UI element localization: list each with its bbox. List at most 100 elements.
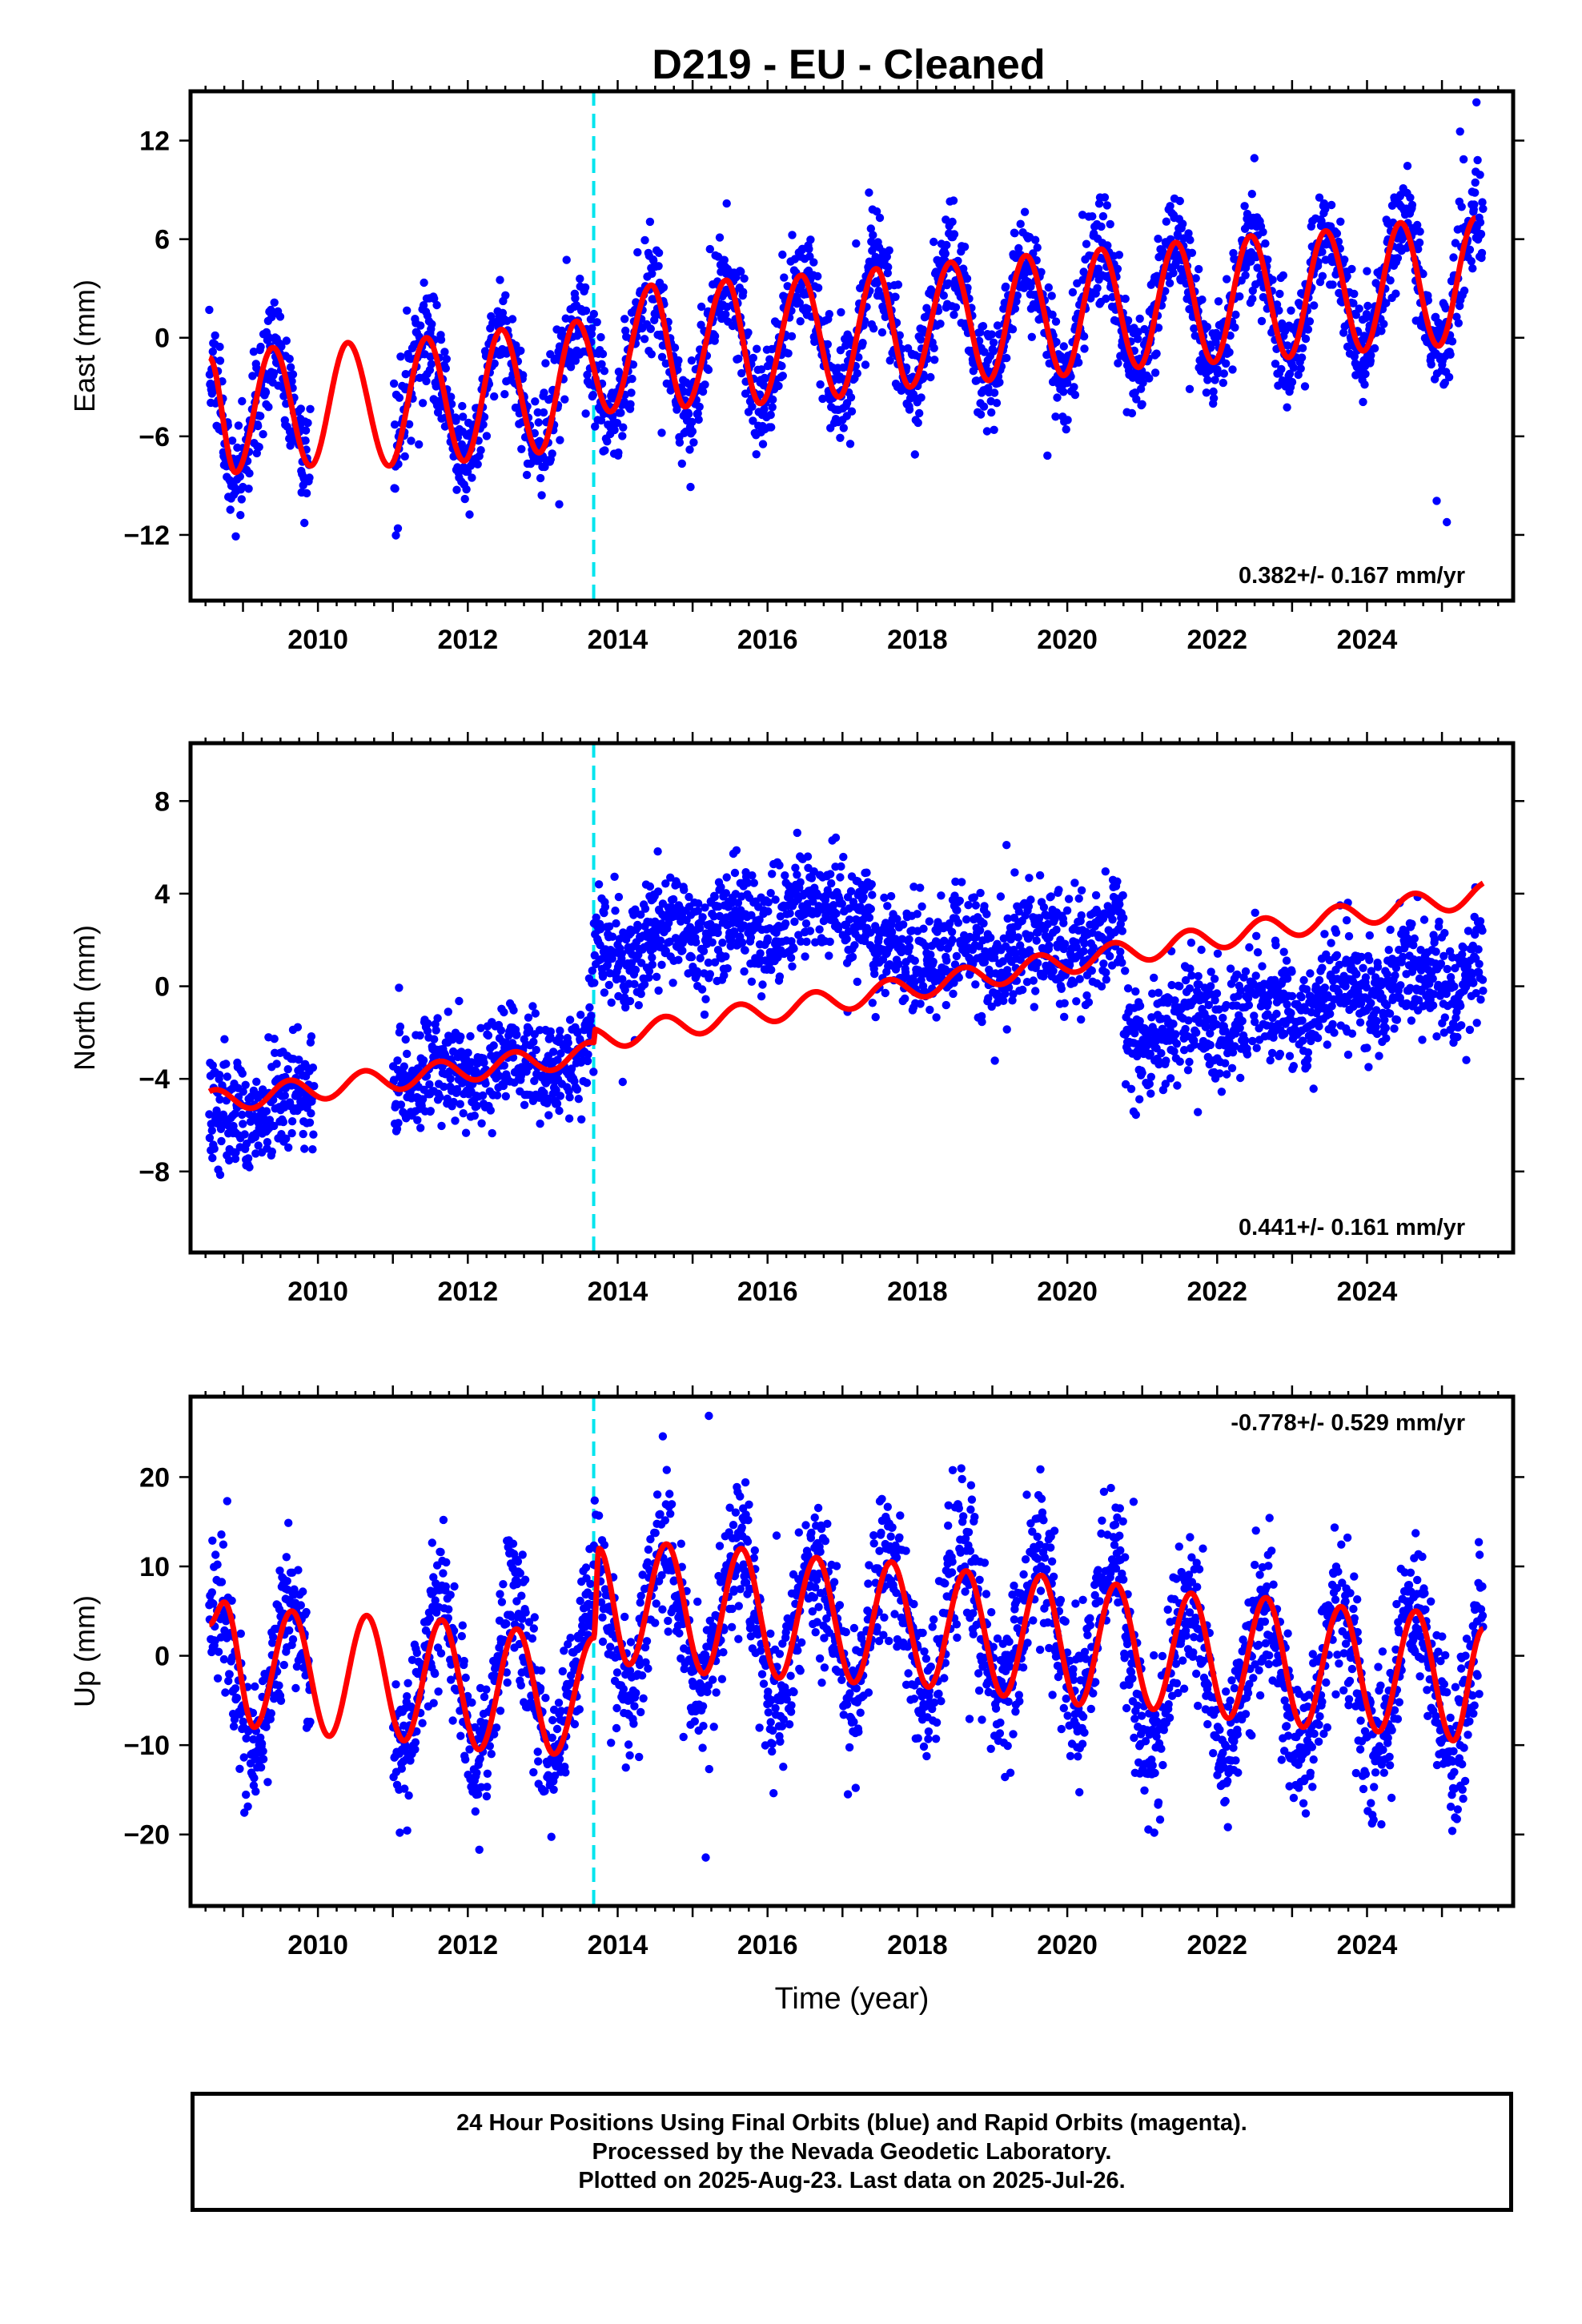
north-data-point bbox=[1102, 968, 1110, 977]
east-data-point bbox=[895, 331, 905, 340]
east-data-point bbox=[1169, 268, 1178, 278]
east-data-point bbox=[1440, 378, 1450, 388]
east-data-point bbox=[1114, 251, 1124, 259]
east-data-point bbox=[1247, 190, 1257, 199]
east-data-point bbox=[732, 273, 741, 282]
east-data-point bbox=[1261, 239, 1270, 248]
north-data-point bbox=[687, 953, 697, 962]
east-data-point bbox=[1209, 394, 1219, 403]
north-data-point bbox=[279, 1117, 288, 1127]
east-data-point bbox=[420, 278, 428, 287]
east-data-point bbox=[853, 369, 862, 378]
east-data-point bbox=[1427, 360, 1435, 369]
east-data-point bbox=[533, 408, 542, 417]
east-data-point bbox=[391, 485, 400, 493]
east-y-tick-label: 12 bbox=[139, 127, 170, 157]
north-data-point bbox=[1010, 868, 1019, 877]
east-data-point bbox=[758, 440, 768, 448]
east-data-point bbox=[1327, 200, 1336, 210]
east-data-point bbox=[480, 412, 489, 421]
north-data-point bbox=[842, 935, 851, 943]
east-data-point bbox=[1225, 348, 1234, 357]
north-data-point bbox=[916, 883, 925, 892]
east-data-point bbox=[905, 405, 914, 414]
east-data-point bbox=[1214, 297, 1223, 306]
east-data-point bbox=[939, 291, 949, 300]
east-data-point bbox=[1037, 267, 1046, 276]
north-data-point bbox=[251, 1149, 260, 1158]
east-data-point bbox=[1310, 301, 1319, 310]
east-data-point bbox=[1145, 374, 1154, 383]
north-data-point bbox=[1186, 939, 1196, 947]
north-data-point bbox=[925, 917, 934, 926]
north-data-point bbox=[553, 1055, 562, 1064]
north-data-point bbox=[887, 927, 897, 937]
north-data-point bbox=[680, 886, 689, 895]
east-data-point bbox=[858, 339, 867, 348]
east-data-point bbox=[777, 361, 786, 371]
east-data-point bbox=[1235, 292, 1244, 301]
north-data-point bbox=[1184, 1016, 1193, 1025]
north-data-point bbox=[532, 1045, 540, 1055]
east-data-point bbox=[1472, 98, 1481, 107]
east-data-point bbox=[1068, 287, 1078, 297]
north-data-point bbox=[905, 943, 914, 951]
north-data-point bbox=[827, 879, 836, 888]
north-data-point bbox=[755, 915, 764, 924]
north-data-point bbox=[871, 1012, 880, 1022]
north-data-point bbox=[1025, 874, 1034, 883]
north-data-point bbox=[424, 1019, 432, 1028]
north-data-point bbox=[1172, 1039, 1182, 1048]
north-data-point bbox=[217, 1136, 226, 1146]
north-plot-area bbox=[205, 743, 1488, 1252]
east-data-point bbox=[1263, 255, 1272, 264]
east-data-point bbox=[628, 360, 638, 369]
east-data-point bbox=[654, 248, 664, 257]
north-data-point bbox=[449, 1097, 458, 1107]
east-data-point bbox=[884, 263, 893, 271]
north-data-point bbox=[1116, 947, 1125, 956]
east-data-point bbox=[749, 353, 757, 363]
east-data-point bbox=[1471, 188, 1480, 197]
north-data-point bbox=[634, 1001, 643, 1010]
east-data-point bbox=[566, 363, 576, 372]
north-data-point bbox=[953, 906, 962, 915]
east-data-point bbox=[303, 418, 312, 428]
east-data-point bbox=[1377, 327, 1386, 336]
east-data-point bbox=[1010, 229, 1019, 238]
east-data-point bbox=[893, 280, 903, 289]
east-data-point bbox=[1277, 364, 1286, 374]
east-data-point bbox=[1223, 275, 1231, 283]
north-data-point bbox=[270, 1035, 279, 1043]
north-data-point bbox=[678, 946, 687, 955]
north-data-point bbox=[713, 928, 722, 938]
north-data-point bbox=[565, 1093, 574, 1102]
east-data-point bbox=[852, 239, 861, 248]
north-data-point bbox=[592, 913, 600, 923]
north-data-point bbox=[826, 870, 835, 879]
north-data-point bbox=[723, 964, 732, 973]
east-data-point bbox=[1454, 319, 1464, 328]
north-data-point bbox=[456, 1100, 464, 1108]
east-data-point bbox=[1026, 282, 1035, 292]
north-data-point bbox=[1175, 982, 1184, 991]
east-data-point bbox=[1094, 264, 1103, 273]
north-data-point bbox=[1035, 870, 1045, 880]
east-data-point bbox=[537, 491, 546, 500]
north-data-point bbox=[238, 1069, 247, 1078]
north-data-point bbox=[600, 988, 609, 997]
east-data-point bbox=[1451, 239, 1460, 247]
north-data-point bbox=[644, 967, 654, 975]
north-data-point bbox=[1201, 1023, 1211, 1031]
north-data-point bbox=[894, 959, 903, 969]
north-data-point bbox=[1053, 943, 1062, 951]
north-data-point bbox=[1235, 1023, 1244, 1033]
north-data-point bbox=[1030, 1003, 1039, 1011]
east-data-point bbox=[1207, 344, 1215, 352]
east-data-point bbox=[1094, 199, 1104, 208]
north-data-point bbox=[389, 1076, 399, 1084]
east-data-point bbox=[476, 446, 485, 455]
east-x-tick-label: 2016 bbox=[737, 625, 798, 655]
north-data-point bbox=[1108, 915, 1117, 924]
east-data-point bbox=[1340, 255, 1349, 264]
